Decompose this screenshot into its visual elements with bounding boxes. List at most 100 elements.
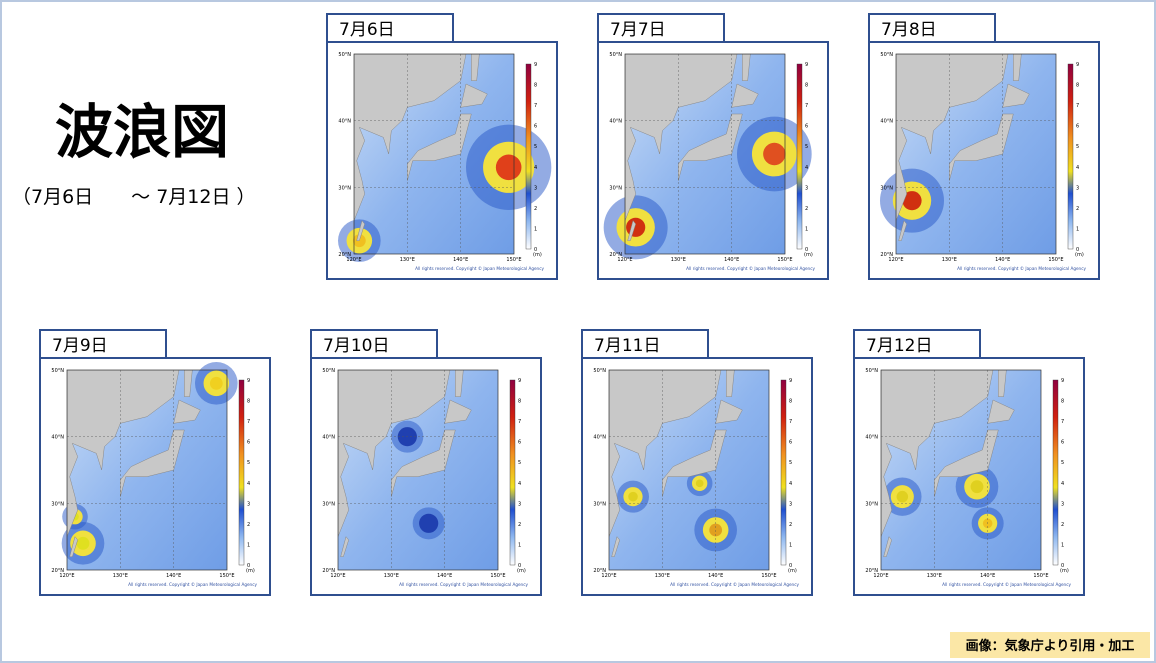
land-group: [625, 54, 759, 241]
date-tab: [868, 13, 996, 43]
colorbar-tick: 3: [534, 185, 537, 191]
land: [609, 370, 722, 537]
colorbar-tick: 8: [247, 399, 250, 405]
date-tab: [597, 13, 725, 43]
colorbar-tick: 1: [534, 226, 537, 232]
copyright: All rights reserved. Copyright © Japan M…: [399, 582, 528, 587]
lon-label: 140°E: [453, 257, 468, 263]
colorbar-tick: 7: [534, 103, 537, 109]
colorbar: [1067, 63, 1074, 250]
land: [715, 399, 743, 424]
lat-label: 40°N: [322, 435, 335, 441]
land: [120, 429, 185, 497]
colorbar-tick: 3: [789, 501, 792, 507]
land-group: [338, 370, 472, 557]
colorbar-unit: (m): [533, 252, 542, 258]
date-label: 7月10日: [323, 336, 389, 356]
copyright: All rights reserved. Copyright © Japan M…: [957, 266, 1086, 271]
lon-label: 130°E: [113, 573, 128, 579]
colorbar-tick: 5: [534, 144, 537, 150]
land-group: [896, 54, 1030, 241]
colorbar-tick: 8: [1076, 83, 1079, 89]
lat-label: 30°N: [338, 185, 351, 191]
lat-label: 20°N: [322, 568, 335, 574]
lat-label: 40°N: [593, 435, 606, 441]
copyright: All rights reserved. Copyright © Japan M…: [128, 582, 257, 587]
colorbar: [238, 379, 245, 566]
wave-high-core: [970, 480, 984, 494]
colorbar-tick: 8: [1061, 399, 1064, 405]
colorbar-tick: 2: [534, 206, 537, 212]
date-tab: [39, 329, 167, 359]
colorbar-tick: 1: [1061, 542, 1064, 548]
colorbar-tick: 9: [805, 62, 808, 68]
land: [627, 220, 636, 241]
map-border: [66, 369, 228, 571]
lon-label: 150°E: [761, 573, 776, 579]
land: [356, 220, 365, 241]
colorbar: [780, 379, 787, 566]
lon-label: 130°E: [942, 257, 957, 263]
land: [726, 370, 735, 397]
land: [896, 54, 1009, 221]
copyright: All rights reserved. Copyright © Japan M…: [415, 266, 544, 271]
lon-label: 150°E: [1033, 573, 1048, 579]
colorbar-tick: 2: [789, 522, 792, 528]
colorbar: [509, 379, 516, 566]
wave-high-core: [76, 536, 90, 550]
lat-label: 30°N: [322, 501, 335, 507]
colorbar-tick: 6: [1061, 440, 1064, 446]
colorbar-tick: 1: [518, 542, 521, 548]
colorbar-tick: 9: [518, 378, 521, 384]
date-tab: [853, 329, 981, 359]
land: [881, 370, 994, 537]
colorbar-tick: 5: [518, 460, 521, 466]
wave-high-core: [695, 479, 704, 488]
date-label: 7月8日: [881, 20, 937, 40]
colorbar-tick: 0: [789, 563, 792, 569]
colorbar-tick: 7: [789, 419, 792, 425]
land: [1013, 54, 1022, 81]
colorbar-tick: 7: [247, 419, 250, 425]
lon-label: 130°E: [671, 257, 686, 263]
lat-label: 50°N: [338, 52, 351, 58]
lon-label: 140°E: [437, 573, 452, 579]
colorbar-tick: 9: [534, 62, 537, 68]
title: 波浪図: [55, 98, 229, 166]
lon-label: 150°E: [506, 257, 521, 263]
date-label: 7月12日: [866, 336, 932, 356]
land: [354, 54, 467, 221]
colorbar-tick: 0: [518, 563, 521, 569]
lon-label: 140°E: [724, 257, 739, 263]
land: [625, 54, 738, 221]
land: [611, 536, 620, 557]
colorbar-tick: 8: [534, 83, 537, 89]
colorbar-tick: 1: [805, 226, 808, 232]
lon-label: 140°E: [995, 257, 1010, 263]
lat-label: 30°N: [880, 185, 893, 191]
land: [460, 83, 488, 108]
land: [391, 429, 456, 497]
wave-high-core: [628, 491, 638, 502]
colorbar-unit: (m): [1060, 568, 1069, 574]
colorbar-tick: 4: [1061, 481, 1064, 487]
lat-label: 40°N: [880, 119, 893, 125]
lon-label: 120°E: [873, 573, 888, 579]
land: [471, 54, 480, 81]
land: [340, 536, 349, 557]
land-group: [881, 370, 1015, 557]
land: [934, 429, 999, 497]
land: [998, 370, 1007, 397]
lat-label: 40°N: [609, 119, 622, 125]
colorbar-tick: 9: [1076, 62, 1079, 68]
colorbar-tick: 3: [518, 501, 521, 507]
colorbar-tick: 4: [805, 165, 808, 171]
date-label: 7月6日: [339, 20, 395, 40]
colorbar-tick: 0: [1076, 247, 1079, 253]
colorbar-tick: 7: [1061, 419, 1064, 425]
colorbar-tick: 2: [247, 522, 250, 528]
colorbar-tick: 4: [518, 481, 521, 487]
lat-label: 20°N: [880, 252, 893, 258]
